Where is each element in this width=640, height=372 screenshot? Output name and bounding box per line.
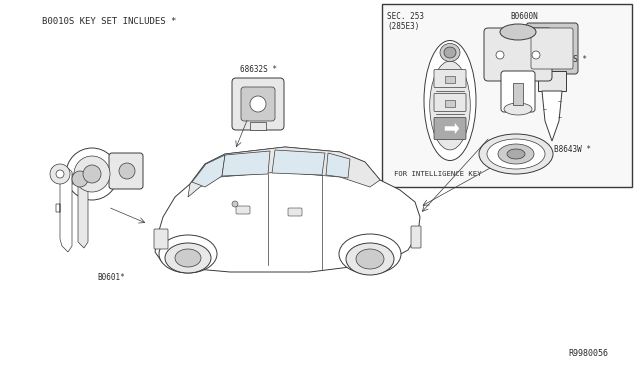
FancyBboxPatch shape	[434, 70, 466, 87]
Ellipse shape	[479, 134, 553, 174]
Circle shape	[496, 51, 504, 59]
Circle shape	[119, 163, 135, 179]
Polygon shape	[272, 150, 325, 175]
FancyBboxPatch shape	[445, 99, 455, 106]
Polygon shape	[52, 168, 72, 252]
FancyBboxPatch shape	[236, 206, 250, 214]
Ellipse shape	[444, 47, 456, 58]
Circle shape	[232, 201, 238, 207]
Circle shape	[72, 171, 88, 187]
Polygon shape	[155, 147, 420, 272]
Ellipse shape	[487, 139, 545, 169]
Ellipse shape	[356, 249, 384, 269]
FancyBboxPatch shape	[434, 118, 466, 140]
Bar	[250, 122, 266, 130]
Polygon shape	[222, 151, 270, 176]
Text: SEC. 253: SEC. 253	[387, 12, 424, 21]
Ellipse shape	[498, 144, 534, 164]
Bar	[382, 4, 632, 187]
FancyBboxPatch shape	[109, 153, 143, 189]
Circle shape	[532, 51, 540, 59]
Ellipse shape	[346, 243, 394, 275]
Circle shape	[74, 156, 110, 192]
Ellipse shape	[159, 235, 217, 273]
Polygon shape	[445, 124, 459, 134]
FancyBboxPatch shape	[445, 76, 455, 83]
Text: B8694S *: B8694S *	[550, 55, 587, 64]
Circle shape	[50, 164, 70, 184]
FancyBboxPatch shape	[232, 78, 284, 130]
Ellipse shape	[440, 44, 460, 61]
Text: B0010S KEY SET INCLUDES *: B0010S KEY SET INCLUDES *	[42, 17, 177, 26]
FancyBboxPatch shape	[531, 28, 573, 69]
Text: FOR INTELLIGENCE KEY: FOR INTELLIGENCE KEY	[394, 171, 481, 177]
Ellipse shape	[507, 149, 525, 159]
Circle shape	[56, 170, 64, 178]
Bar	[538, 71, 566, 91]
Ellipse shape	[429, 61, 470, 150]
Ellipse shape	[500, 24, 536, 40]
Polygon shape	[326, 153, 350, 178]
Ellipse shape	[175, 249, 201, 267]
Text: (285E3): (285E3)	[387, 22, 419, 31]
Text: B0600N: B0600N	[510, 12, 538, 21]
Circle shape	[83, 165, 101, 183]
FancyBboxPatch shape	[241, 87, 275, 121]
Polygon shape	[72, 174, 88, 248]
FancyBboxPatch shape	[526, 23, 578, 74]
Ellipse shape	[424, 41, 476, 160]
FancyBboxPatch shape	[484, 28, 552, 81]
Circle shape	[66, 148, 118, 200]
Text: R9980056: R9980056	[568, 349, 608, 358]
Ellipse shape	[504, 103, 532, 115]
Text: B8643W *: B8643W *	[554, 144, 591, 154]
Ellipse shape	[339, 234, 401, 274]
Circle shape	[250, 96, 266, 112]
Text: B0601*: B0601*	[97, 273, 125, 282]
Ellipse shape	[165, 243, 211, 273]
Polygon shape	[188, 147, 380, 197]
Bar	[513, 83, 523, 105]
FancyBboxPatch shape	[288, 208, 302, 216]
FancyBboxPatch shape	[434, 93, 466, 112]
FancyBboxPatch shape	[501, 71, 535, 112]
Polygon shape	[542, 91, 562, 141]
FancyBboxPatch shape	[154, 229, 168, 249]
FancyBboxPatch shape	[411, 226, 421, 248]
Text: 68632S *: 68632S *	[240, 64, 277, 74]
Polygon shape	[192, 155, 225, 187]
